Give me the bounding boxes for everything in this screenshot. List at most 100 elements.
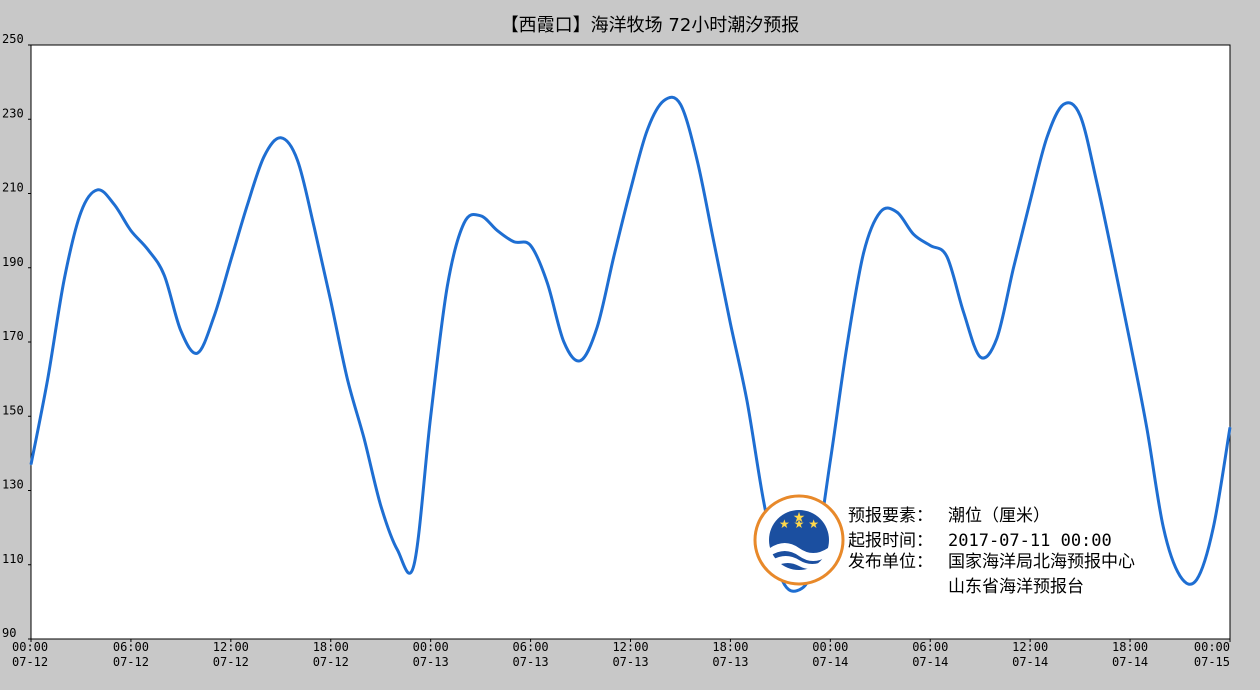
time-value: 2017-07-11 00:00: [948, 531, 1112, 551]
logo-star-top: ★: [793, 510, 806, 526]
data-point: [396, 549, 399, 551]
data-point: [130, 229, 132, 232]
y-tick-label: 90: [2, 626, 16, 640]
y-tick-label: 170: [2, 329, 24, 343]
x-tick-date-label: 07-13: [413, 655, 449, 669]
data-point: [529, 244, 532, 247]
agency-logo: ★ ★ ★ ★: [753, 494, 845, 586]
x-tick-time-label: 12:00: [213, 640, 249, 654]
data-point: [80, 211, 82, 213]
logo-stars: ★ ★ ★: [779, 517, 819, 531]
data-point: [246, 203, 249, 206]
x-tick-date-label: 07-12: [313, 655, 349, 669]
x-tick-date-label: 07-14: [1112, 655, 1148, 669]
data-point: [912, 233, 915, 236]
data-point: [946, 255, 948, 258]
data-point: [846, 344, 848, 347]
data-point: [1095, 181, 1098, 184]
element-value: 潮位（厘米）: [948, 506, 1050, 526]
data-point: [429, 415, 432, 418]
data-point: [996, 337, 998, 340]
data-point: [329, 300, 332, 302]
unit-line-1: 国家海洋局北海预报中心: [948, 552, 1135, 572]
data-point: [1129, 341, 1131, 343]
y-tick-label: 110: [2, 552, 24, 566]
data-point: [1179, 575, 1181, 577]
data-point: [879, 211, 882, 213]
x-tick-time-label: 06:00: [513, 640, 549, 654]
data-point: [1029, 200, 1031, 202]
data-point: [862, 252, 865, 254]
y-tick-label: 230: [2, 106, 24, 120]
data-point: [346, 378, 349, 380]
data-point: [746, 400, 748, 403]
data-point: [196, 352, 199, 354]
data-point: [446, 285, 449, 288]
y-tick-label: 130: [2, 478, 24, 492]
data-point: [546, 281, 549, 284]
logo-wave-1: [770, 543, 828, 561]
x-tick-time-label: 00:00: [413, 640, 449, 654]
data-point: [279, 137, 282, 139]
data-point: [712, 240, 715, 243]
x-tick-date-label: 07-15: [1194, 655, 1230, 669]
y-tick-label: 150: [2, 403, 24, 417]
data-point: [679, 103, 682, 106]
data-point: [1162, 526, 1165, 529]
data-point: [1012, 266, 1015, 269]
data-point: [363, 437, 365, 440]
x-tick-time-label: 06:00: [912, 640, 948, 654]
data-point: [646, 129, 648, 132]
data-point: [1195, 578, 1198, 581]
x-tick-time-label: 00:00: [1194, 640, 1230, 654]
data-point: [379, 504, 382, 507]
data-point: [563, 341, 565, 343]
data-point: [463, 222, 465, 224]
x-tick-date-label: 07-14: [912, 655, 948, 669]
y-axis: 90 110 130 150 170 190 210 230 250: [2, 32, 31, 640]
x-tick-time-label: 12:00: [612, 640, 648, 654]
data-point: [1062, 103, 1065, 106]
data-point: [762, 500, 765, 503]
data-point: [729, 322, 732, 325]
data-point: [63, 278, 66, 280]
data-point: [1145, 426, 1148, 429]
data-point: [296, 159, 299, 161]
x-tick-date-label: 07-13: [712, 655, 748, 669]
x-tick-time-label: 00:00: [812, 640, 848, 654]
data-point: [30, 463, 32, 466]
data-point: [1212, 526, 1215, 529]
data-point: [613, 255, 615, 258]
plot-area: [30, 44, 1231, 640]
data-point: [1229, 426, 1231, 429]
data-point: [313, 226, 315, 228]
y-tick-label: 190: [2, 255, 24, 269]
time-label: 起报时间：: [848, 531, 933, 551]
data-point: [230, 259, 232, 262]
data-point: [929, 244, 932, 247]
element-label: 预报要素：: [848, 506, 933, 526]
data-point: [413, 563, 415, 566]
x-tick-time-label: 18:00: [712, 640, 748, 654]
x-tick-date-label: 07-12: [213, 655, 249, 669]
data-point: [163, 274, 166, 276]
forecast-info: 预报要素： 潮位（厘米） 起报时间： 2017-07-11 00:00 发布单位…: [848, 506, 1135, 597]
data-point: [1046, 137, 1048, 139]
data-point: [46, 378, 49, 380]
x-tick-date-label: 07-12: [12, 655, 48, 669]
data-point: [1079, 114, 1081, 117]
logo-wave-2: [772, 556, 826, 569]
y-tick-label: 250: [2, 32, 24, 46]
y-tick-label: 210: [2, 181, 24, 195]
data-point: [629, 188, 632, 191]
x-tick-date-label: 07-13: [513, 655, 549, 669]
data-point: [213, 315, 215, 317]
data-point: [596, 326, 598, 328]
x-tick-date-label: 07-12: [113, 655, 149, 669]
unit-line-2: 山东省海洋预报台: [948, 577, 1084, 597]
data-point: [796, 589, 798, 592]
x-tick-date-label: 07-13: [612, 655, 648, 669]
x-tick-time-label: 06:00: [113, 640, 149, 654]
data-point: [579, 359, 582, 362]
